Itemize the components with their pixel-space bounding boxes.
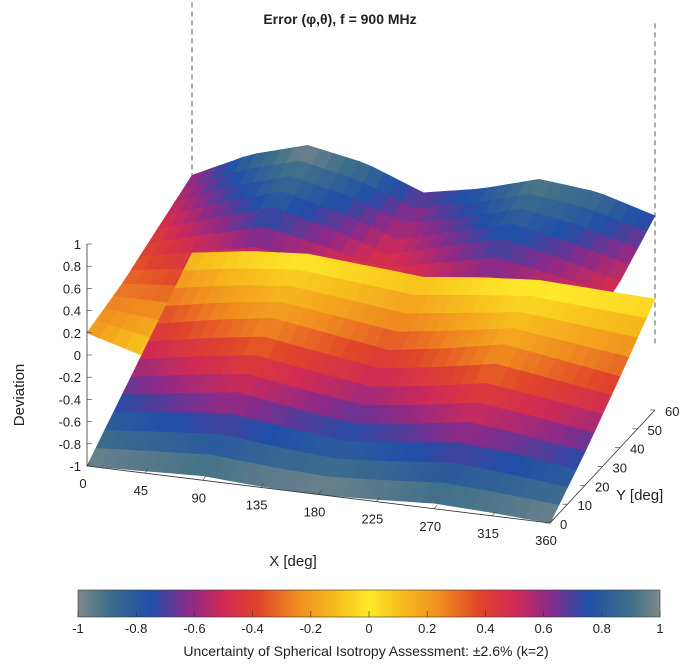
colorbar-tick-label: -0.4 — [241, 621, 263, 636]
z-tick-label: 1 — [74, 237, 81, 252]
z-tick-label: -0.6 — [59, 415, 81, 430]
colorbar-tick-label: 0 — [365, 621, 372, 636]
z-tick-label: 0.2 — [63, 326, 81, 341]
y-tick-label: 60 — [665, 404, 679, 419]
z-tick-label: -1 — [69, 459, 81, 474]
x-tick-mark — [260, 483, 264, 488]
x-tick-mark — [202, 476, 206, 481]
x-axis-label: X [deg] — [269, 553, 317, 570]
chart-title: Error (φ,θ), f = 900 MHz — [263, 11, 416, 27]
x-tick-label: 135 — [246, 497, 268, 512]
colorbar-ticks: -1 -0.8 -0.6 -0.4 -0.2 0 0.2 0.4 0.6 0.8 1 — [72, 611, 664, 636]
x-tick-label: 180 — [304, 505, 326, 520]
x-tick-label: 360 — [535, 533, 557, 548]
colorbar-tick-label: 0.2 — [418, 621, 436, 636]
y-tick-label: 30 — [613, 461, 627, 476]
colorbar-tick-label: -0.6 — [183, 621, 205, 636]
colorbar-tick-label: 0.4 — [476, 621, 494, 636]
x-tick-label: 225 — [362, 512, 384, 527]
x-tick-label: 45 — [134, 483, 148, 498]
x-tick-mark — [86, 461, 91, 467]
z-tick-label: 0.6 — [63, 281, 81, 296]
x-tick-label: 90 — [192, 490, 206, 505]
z-tick-label: 0.4 — [63, 304, 81, 319]
colorbar-tick-label: 0.6 — [535, 621, 553, 636]
x-ticks: 0 45 90 135 180 225 270 315 360 — [79, 461, 557, 548]
colorbar-tick-label: 1 — [656, 621, 663, 636]
y-axis-label: Y [deg] — [616, 487, 663, 504]
y-tick-label: 50 — [648, 423, 662, 438]
z-tick-label: -0.8 — [59, 437, 81, 452]
z-tick-label: 0.8 — [63, 259, 81, 274]
x-tick-label: 315 — [477, 526, 499, 541]
colorbar-tick-label: -1 — [72, 621, 84, 636]
x-tick-mark — [549, 518, 554, 524]
x-tick-mark — [376, 497, 380, 502]
surface-lower — [86, 251, 656, 524]
y-tick-label: 0 — [560, 517, 567, 532]
x-tick-mark — [434, 504, 438, 509]
colorbar-tick-label: -0.8 — [125, 621, 147, 636]
z-ticks: -1 -0.8 -0.6 -0.4 -0.2 0 0.2 0.4 0.6 0.8 1 — [59, 237, 92, 474]
colorbar-tick-label: -0.2 — [300, 621, 322, 636]
x-tick-label: 270 — [419, 519, 441, 534]
colorbar-tick-label: 0.8 — [593, 621, 611, 636]
x-tick-label: 0 — [79, 476, 86, 491]
z-axis-label: Deviation — [11, 364, 28, 427]
z-tick-label: -0.2 — [59, 370, 81, 385]
z-tick-label: -0.4 — [59, 392, 81, 407]
y-tick-label: 10 — [578, 498, 592, 513]
y-tick-label: 20 — [595, 479, 609, 494]
x-tick-mark — [491, 511, 496, 517]
caption: Uncertainty of Spherical Isotropy Assess… — [183, 643, 548, 659]
y-tick-label: 40 — [630, 442, 644, 457]
x-tick-mark — [144, 468, 149, 474]
z-tick-label: 0 — [74, 348, 81, 363]
surfaces — [86, 144, 656, 524]
x-tick-mark — [318, 490, 322, 495]
